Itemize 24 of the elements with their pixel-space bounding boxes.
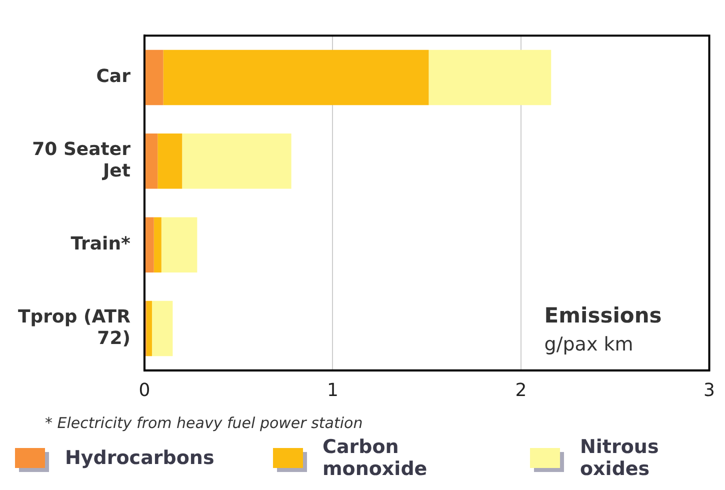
x-tick-label: 1: [327, 380, 338, 401]
bar: [428, 50, 552, 106]
bar: [144, 134, 158, 189]
x-axis-title: Emissions g/pax km: [544, 303, 662, 356]
bar: [154, 217, 162, 272]
bar: [152, 300, 173, 356]
legend-label: Carbon monoxide: [322, 436, 428, 480]
legend-label: Hydrocarbons: [65, 447, 214, 469]
bar: [161, 217, 198, 272]
bar: [163, 50, 429, 106]
y-tick-label: Car: [96, 66, 131, 88]
y-tick-label: Tprop (ATR 72): [18, 306, 131, 350]
x-tick-label: 0: [138, 380, 150, 401]
bar: [144, 217, 154, 272]
x-tick-label: 3: [704, 380, 715, 401]
bar: [144, 50, 164, 106]
y-tick-label: Train*: [70, 234, 132, 255]
bar: [182, 134, 292, 189]
legend-label: Nitrous oxides: [580, 436, 660, 480]
bar: [158, 134, 182, 189]
bar: [146, 300, 152, 356]
x-tick-label: 2: [515, 380, 527, 401]
y-tick-label: 70 Seater Jet: [32, 139, 131, 182]
text: * Electricity from heavy fuel power station: [45, 414, 363, 432]
